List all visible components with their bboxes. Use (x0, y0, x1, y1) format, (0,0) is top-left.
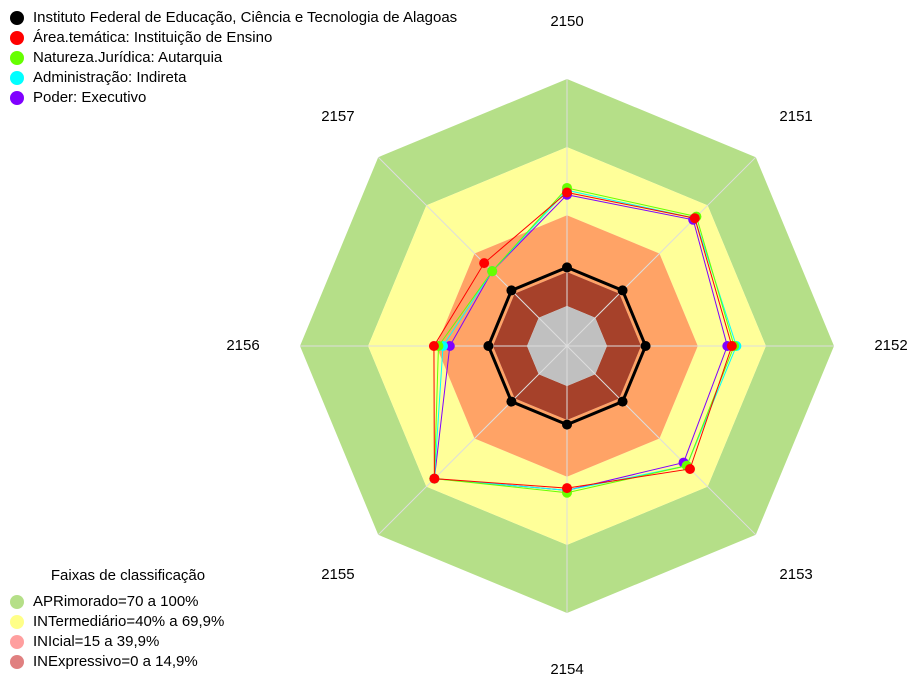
legend-marker (10, 11, 24, 25)
bands-legend-label: INIcial=15 a 39,9% (33, 633, 159, 650)
axis-label: 2156 (226, 337, 259, 354)
legend-marker (10, 91, 24, 105)
series-point (684, 463, 695, 474)
bands-legend-label: INExpressivo=0 a 14,9% (33, 653, 198, 670)
legend-label: Natureza.Jurídica: Autarquia (33, 49, 223, 66)
bands-legend-marker (10, 635, 24, 649)
bands-legend-title: Faixas de classificação (51, 567, 205, 584)
legend-label: Administração: Indireta (33, 69, 187, 86)
legend-label: Poder: Executivo (33, 89, 146, 106)
spoke (566, 156, 757, 347)
legend-marker (10, 51, 24, 65)
series-point (506, 396, 517, 407)
series-point (428, 341, 439, 351)
series-point (479, 258, 490, 269)
series-point (562, 262, 572, 273)
axis-label: 2150 (550, 13, 583, 30)
series-point (429, 473, 440, 484)
series-point (640, 341, 651, 351)
legend-label: Instituto Federal de Educação, Ciência e… (33, 9, 457, 26)
series-point (689, 213, 700, 224)
series-point (617, 396, 628, 407)
legend-label: Área.temática: Instituição de Ensino (33, 29, 272, 46)
axis-label: 2151 (779, 108, 812, 125)
legend-marker (10, 31, 24, 45)
bands-legend-marker (10, 655, 24, 669)
axis-label: 2155 (321, 566, 354, 583)
axis-label: 2152 (874, 337, 907, 354)
series-point (487, 266, 498, 277)
series-point (617, 285, 628, 296)
legend-marker (10, 71, 24, 85)
axis-label: 2153 (779, 566, 812, 583)
spoke (377, 345, 568, 536)
series-point (726, 341, 737, 351)
series-point (562, 483, 572, 494)
spoke (377, 156, 568, 347)
axis-label: 2157 (321, 108, 354, 125)
bands-legend-marker (10, 595, 24, 609)
series-point (562, 187, 572, 198)
bands-legend-label: INTermediário=40% a 69,9% (33, 613, 224, 630)
bands-legend-label: APRimorado=70 a 100% (33, 593, 199, 610)
series-point (562, 419, 572, 430)
series-point (483, 341, 494, 351)
spoke (566, 345, 757, 536)
series-point (506, 285, 517, 296)
bands-legend-marker (10, 615, 24, 629)
axis-label: 2154 (550, 661, 583, 678)
